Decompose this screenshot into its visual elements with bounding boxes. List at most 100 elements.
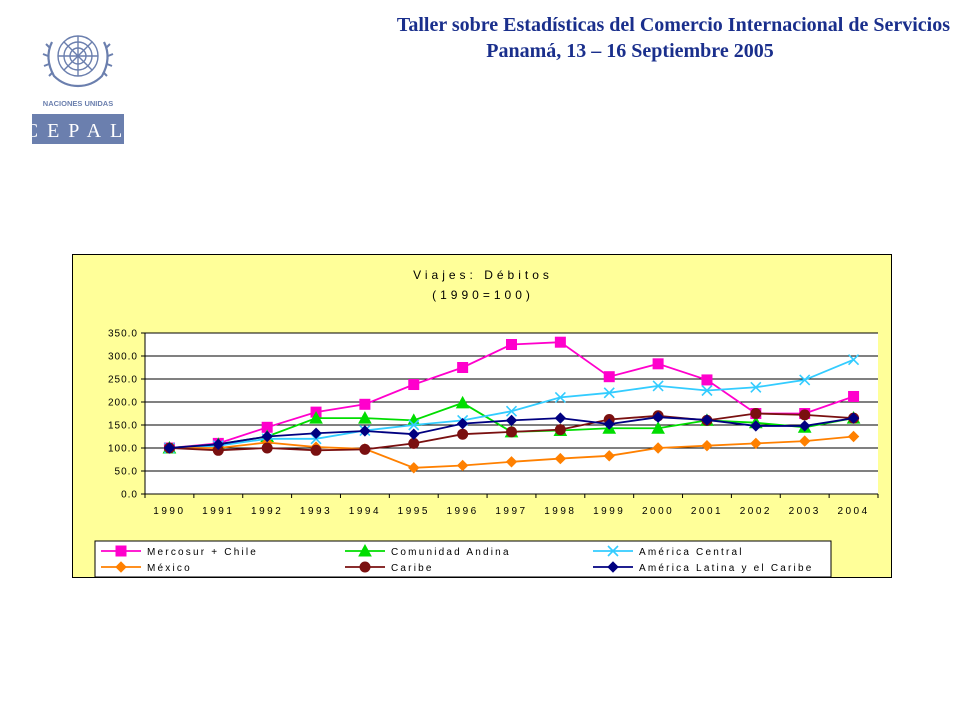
x-tick-label: 2004 bbox=[837, 506, 869, 517]
data-point-america-latina-y-el-caribe bbox=[163, 442, 176, 454]
x-tick-label: 2000 bbox=[642, 506, 674, 517]
data-point-mercosur-chile bbox=[701, 374, 713, 386]
chart-container: Viajes: Débitos (1990=100) 0.0 50.0 100.0 150… bbox=[72, 254, 892, 578]
legend-marker bbox=[359, 561, 371, 573]
data-point-america-latina-y-el-caribe bbox=[750, 420, 762, 432]
legend-marker bbox=[607, 545, 619, 557]
data-point-mercosur-chile bbox=[652, 358, 664, 370]
y-tick-label: 100.0 bbox=[108, 444, 138, 455]
data-point-mexico bbox=[505, 456, 518, 468]
legend-label: Comunidad Andina bbox=[391, 547, 511, 558]
x-tick-label: 1993 bbox=[300, 506, 332, 517]
y-tick-label: 150.0 bbox=[108, 421, 138, 432]
y-tick-label: 350.0 bbox=[108, 329, 138, 340]
data-point-caribe bbox=[359, 443, 371, 455]
data-point-mexico bbox=[701, 439, 713, 452]
logo-text-cepal: CEPAL bbox=[30, 120, 126, 142]
data-point-america-central bbox=[652, 380, 664, 392]
data-point-mexico bbox=[456, 459, 469, 472]
logo-text-naciones-unidas: NACIONES UNIDAS bbox=[43, 99, 113, 108]
data-point-caribe bbox=[457, 428, 469, 440]
data-point-america-central bbox=[505, 405, 518, 417]
x-tick-label: 1990 bbox=[153, 506, 185, 517]
data-point-mercosur-chile bbox=[603, 371, 615, 383]
x-tick-label: 2002 bbox=[740, 506, 772, 517]
data-point-america-latina-y-el-caribe bbox=[652, 411, 664, 423]
data-point-america-latina-y-el-caribe bbox=[505, 414, 518, 427]
data-point-comunidad-andina bbox=[651, 421, 665, 434]
data-point-america-central bbox=[750, 381, 762, 393]
chart-legend bbox=[94, 540, 832, 578]
data-point-mercosur-chile bbox=[408, 379, 420, 391]
x-tick-label: 1996 bbox=[447, 506, 479, 517]
data-point-mexico bbox=[798, 435, 811, 447]
data-point-america-latina-y-el-caribe bbox=[701, 414, 713, 426]
legend-label: Mercosur + Chile bbox=[147, 547, 258, 558]
x-tick-label: 1997 bbox=[495, 506, 527, 517]
legend-label: Caribe bbox=[391, 563, 434, 574]
legend-marker bbox=[115, 545, 127, 557]
cepal-logo: NACIONES UNIDAS CEPAL bbox=[30, 35, 126, 144]
data-point-comunidad-andina bbox=[455, 395, 470, 409]
data-point-mexico bbox=[652, 442, 664, 454]
data-point-mercosur-chile bbox=[506, 339, 517, 350]
data-point-mexico bbox=[554, 452, 567, 465]
data-point-mercosur-chile bbox=[457, 362, 469, 373]
data-point-comunidad-andina bbox=[309, 411, 323, 424]
y-tick-label: 200.0 bbox=[108, 398, 138, 409]
data-point-america-central bbox=[799, 374, 811, 386]
data-point-caribe bbox=[261, 442, 273, 454]
x-tick-label: 2003 bbox=[789, 506, 821, 517]
page-header: Taller sobre Estadísticas del Comercio I… bbox=[150, 12, 950, 64]
chart-subtitle: (1990=100) bbox=[432, 288, 534, 302]
x-tick-label: 1992 bbox=[251, 506, 283, 517]
x-tick-label: 1998 bbox=[544, 506, 576, 517]
data-point-caribe bbox=[750, 408, 762, 419]
data-point-mexico bbox=[408, 462, 420, 474]
legend-label: México bbox=[147, 563, 192, 574]
data-point-america-latina-y-el-caribe bbox=[310, 427, 322, 439]
legend-marker bbox=[607, 561, 619, 573]
data-point-america-latina-y-el-caribe bbox=[456, 417, 469, 430]
data-point-mercosur-chile bbox=[359, 398, 371, 410]
data-point-america-central bbox=[603, 387, 615, 399]
data-point-america-latina-y-el-caribe bbox=[554, 412, 567, 424]
data-point-america-latina-y-el-caribe bbox=[847, 412, 860, 424]
header-subtitle: Panamá, 13 – 16 Septiembre 2005 bbox=[486, 40, 774, 62]
logo-cepal-band bbox=[32, 114, 124, 144]
y-tick-label: 50.0 bbox=[115, 467, 138, 478]
x-tick-label: 1991 bbox=[202, 506, 234, 517]
data-point-caribe bbox=[554, 424, 566, 436]
data-point-caribe bbox=[506, 426, 517, 438]
data-point-mercosur-chile bbox=[848, 390, 860, 402]
un-emblem-icon bbox=[42, 35, 114, 88]
data-point-america-latina-y-el-caribe bbox=[408, 428, 420, 440]
legend-marker bbox=[115, 561, 127, 573]
data-point-america-latina-y-el-caribe bbox=[212, 438, 225, 451]
line-chart: Viajes: Débitos (1990=100) 0.0 50.0 100.0 150… bbox=[94, 268, 879, 578]
data-point-mexico bbox=[847, 430, 860, 443]
x-tick-label: 1995 bbox=[398, 506, 430, 517]
data-point-america-central bbox=[408, 419, 420, 431]
data-point-america-central bbox=[848, 354, 860, 366]
x-tick-label: 2001 bbox=[691, 506, 723, 517]
data-point-america-latina-y-el-caribe bbox=[261, 430, 273, 443]
chart-title: Viajes: Débitos bbox=[413, 268, 553, 282]
data-point-mexico bbox=[603, 450, 615, 462]
data-point-america-central bbox=[701, 384, 713, 397]
data-point-comunidad-andina bbox=[358, 411, 372, 424]
data-point-america-latina-y-el-caribe bbox=[359, 425, 371, 437]
data-point-america-latina-y-el-caribe bbox=[798, 420, 811, 432]
data-point-america-central bbox=[554, 391, 566, 403]
data-point-america-latina-y-el-caribe bbox=[603, 418, 615, 430]
data-point-mexico bbox=[750, 437, 762, 450]
header-title: Taller sobre Estadísticas del Comercio I… bbox=[396, 14, 950, 36]
legend-marker bbox=[358, 543, 372, 557]
y-tick-label: 0.0 bbox=[121, 490, 138, 501]
x-tick-label: 1999 bbox=[593, 506, 625, 517]
x-tick-label: 1994 bbox=[349, 506, 381, 517]
data-point-caribe bbox=[310, 444, 322, 456]
y-tick-label: 250.0 bbox=[108, 375, 138, 386]
legend-label: América Latina y el Caribe bbox=[639, 563, 813, 574]
data-point-caribe bbox=[799, 409, 811, 421]
